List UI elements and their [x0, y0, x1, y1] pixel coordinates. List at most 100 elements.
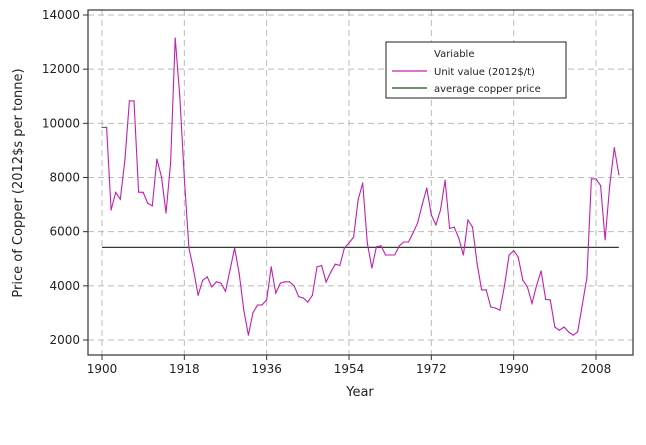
- data-point-1961: [380, 245, 382, 247]
- data-point-1943: [298, 296, 300, 298]
- data-point-1978: [458, 237, 460, 239]
- data-point-1955: [352, 236, 355, 238]
- x-tick-label: 1918: [169, 362, 200, 376]
- data-point-1913: [160, 176, 163, 178]
- data-point-1973: [435, 224, 437, 226]
- data-point-1960: [375, 246, 378, 248]
- unit-value-line: [102, 37, 620, 336]
- data-point-1937: [270, 266, 272, 268]
- data-point-1911: [151, 205, 153, 207]
- data-point-1907: [133, 100, 135, 102]
- data-point-1997: [545, 298, 547, 300]
- data-point-1928: [229, 268, 231, 271]
- data-point-1992: [522, 279, 524, 281]
- y-tick-label: 12000: [42, 62, 80, 76]
- data-point-1901: [105, 126, 108, 128]
- data-point-1987: [499, 309, 501, 311]
- data-point-1952: [339, 264, 341, 267]
- data-point-1974: [439, 209, 442, 211]
- data-point-1929: [234, 247, 236, 249]
- data-point-2005: [581, 304, 583, 306]
- data-point-1994: [531, 302, 533, 305]
- data-point-1995: [535, 285, 538, 287]
- data-point-2002: [567, 331, 570, 333]
- data-point-1969: [417, 222, 419, 224]
- data-point-1985: [490, 306, 492, 308]
- data-point-1981: [471, 226, 474, 228]
- data-point-1972: [430, 214, 432, 216]
- data-point-1996: [540, 270, 542, 272]
- data-point-1956: [357, 199, 359, 201]
- data-point-1949: [325, 281, 327, 283]
- legend-box: [385, 41, 567, 99]
- x-tick-label: 1990: [498, 362, 529, 376]
- data-point-1977: [453, 226, 455, 228]
- data-point-1942: [293, 285, 295, 287]
- legend-title: Variable: [434, 49, 475, 60]
- data-point-1941: [288, 281, 291, 283]
- data-point-1947: [316, 266, 318, 268]
- data-point-1917: [179, 95, 181, 97]
- data-point-1902: [110, 209, 112, 211]
- data-point-1909: [142, 191, 144, 193]
- data-point-1989: [508, 254, 510, 256]
- y-tick-label: 10000: [42, 116, 80, 130]
- data-point-1975: [444, 179, 446, 181]
- data-point-2000: [558, 329, 561, 331]
- x-tick-label: 1936: [251, 362, 282, 376]
- data-point-1993: [526, 286, 528, 288]
- data-point-1966: [403, 241, 405, 243]
- data-point-1927: [224, 290, 227, 292]
- data-point-2013: [618, 174, 620, 176]
- data-point-1980: [467, 219, 469, 221]
- y-tick-label: 4000: [49, 279, 80, 293]
- data-point-1979: [462, 254, 464, 256]
- x-tick-label: 1954: [334, 362, 365, 376]
- data-point-1971: [426, 187, 428, 189]
- data-point-1906: [128, 100, 131, 102]
- data-point-1959: [371, 267, 373, 269]
- data-point-2007: [590, 178, 593, 180]
- data-point-1982: [476, 262, 478, 264]
- data-point-2011: [609, 185, 611, 187]
- data-point-1945: [307, 301, 309, 303]
- data-point-1932: [247, 334, 249, 336]
- data-point-2003: [572, 334, 574, 336]
- data-point-1910: [147, 202, 149, 204]
- data-point-1935: [261, 304, 263, 306]
- x-tick-label: 1972: [416, 362, 447, 376]
- grid: [88, 10, 633, 355]
- data-point-1962: [384, 254, 387, 256]
- data-point-1950: [330, 271, 332, 273]
- legend: Variable Unit value (2012$/t) average co…: [385, 41, 567, 99]
- data-point-1948: [320, 264, 323, 267]
- data-point-1999: [554, 326, 556, 328]
- data-point-1933: [252, 312, 254, 314]
- data-point-1919: [188, 247, 190, 249]
- x-tick-label: 2008: [581, 362, 612, 376]
- axis-ticks: 1900 1918 1936 1954 1972 1990 2008 2000 4000 6000…: [42, 8, 611, 376]
- data-point-2001: [563, 326, 565, 328]
- data-point-1988: [503, 285, 506, 287]
- data-point-1984: [485, 289, 487, 291]
- data-point-1926: [220, 282, 222, 284]
- data-point-1954: [348, 242, 350, 244]
- data-point-1918: [183, 176, 185, 179]
- data-point-1924: [211, 286, 213, 288]
- data-point-1944: [302, 297, 304, 299]
- data-point-1970: [421, 203, 423, 206]
- data-point-1934: [256, 304, 259, 306]
- data-point-1951: [334, 263, 336, 265]
- data-point-1953: [343, 247, 346, 249]
- data-point-1964: [394, 254, 396, 256]
- data-point-1912: [156, 158, 158, 160]
- data-point-1915: [170, 162, 172, 164]
- data-point-1967: [407, 241, 410, 243]
- data-point-1965: [398, 245, 400, 247]
- data-point-1990: [513, 250, 515, 252]
- data-point-1983: [481, 289, 483, 291]
- plot-frame: [87, 9, 634, 356]
- data-point-2006: [586, 277, 588, 279]
- data-point-1931: [243, 309, 245, 311]
